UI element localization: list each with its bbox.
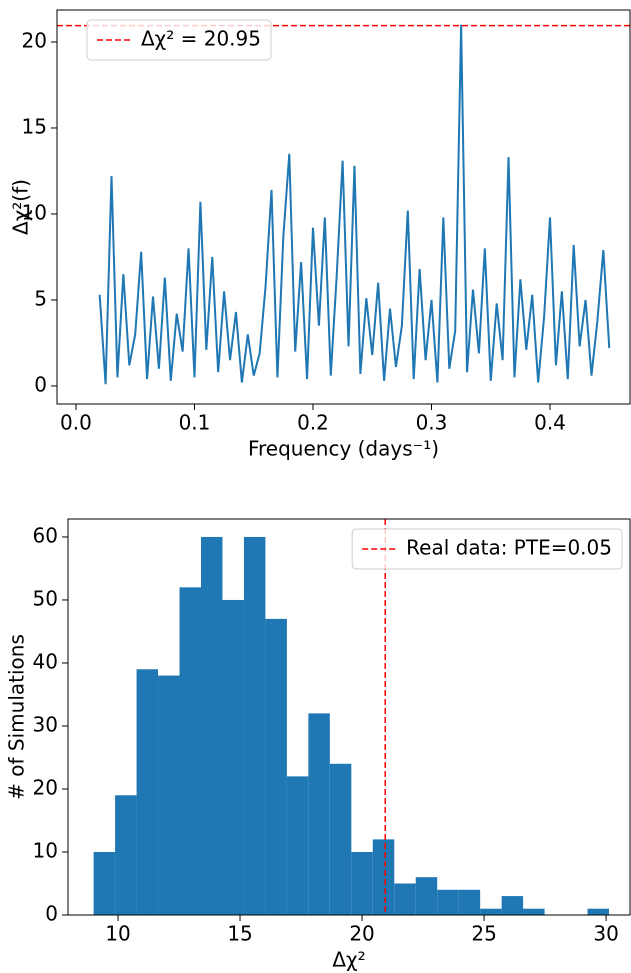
bar (115, 795, 137, 915)
bar (523, 908, 545, 915)
bar (179, 587, 201, 915)
bar (415, 877, 438, 915)
bar (136, 669, 159, 915)
x-tick-label: 10 (105, 922, 130, 946)
y-tick-label: 0 (34, 372, 47, 396)
bar (587, 908, 610, 915)
bar (243, 536, 266, 915)
axes-frame (56, 9, 631, 405)
y-tick-label: 5 (34, 286, 47, 310)
bar (308, 713, 330, 915)
y-tick-label: 20 (33, 775, 58, 799)
x-tick-label: 0.0 (60, 411, 92, 435)
y-tick-label: 10 (22, 200, 47, 224)
x-tick-label: 30 (593, 922, 618, 946)
x-tick-label: 0.4 (534, 411, 566, 435)
bar (394, 883, 416, 915)
x-tick-label: 0.2 (297, 411, 329, 435)
x-tick-label: 20 (349, 922, 374, 946)
legend-label: Δχ² = 20.95 (141, 27, 261, 51)
bar (222, 599, 244, 915)
y-axis-label: # of Simulations (5, 634, 29, 800)
bar (501, 896, 524, 915)
x-tick-label: 15 (227, 922, 252, 946)
bar (351, 851, 373, 915)
y-tick-label: 40 (33, 649, 58, 673)
bar (158, 675, 180, 915)
axes-frame (67, 518, 631, 916)
bar (265, 618, 287, 915)
legend-frame (351, 528, 623, 570)
x-axis-label: Frequency (days⁻¹) (248, 437, 439, 461)
bar (329, 763, 352, 915)
x-axis-label: Δχ² (332, 948, 365, 972)
x-tick-label: 0.3 (416, 411, 448, 435)
line (98, 24, 611, 385)
bar (480, 908, 502, 915)
y-axis-label: Δχ²(f) (9, 179, 33, 235)
y-tick-label: 60 (33, 523, 58, 547)
y-tick-label: 20 (22, 28, 47, 52)
bar (437, 889, 459, 915)
bar (286, 776, 309, 915)
x-tick-label: 25 (471, 922, 496, 946)
y-tick-label: 30 (33, 712, 58, 736)
bar (372, 839, 395, 915)
y-tick-label: 10 (33, 838, 58, 862)
legend-label: Real data: PTE=0.05 (406, 536, 612, 560)
bar (200, 536, 223, 915)
y-tick-label: 0 (45, 902, 58, 926)
x-tick-label: 0.1 (179, 411, 211, 435)
y-tick-label: 50 (33, 586, 58, 610)
bar (458, 889, 481, 915)
y-tick-label: 15 (22, 114, 47, 138)
legend-frame (86, 19, 272, 61)
bar (93, 851, 116, 915)
